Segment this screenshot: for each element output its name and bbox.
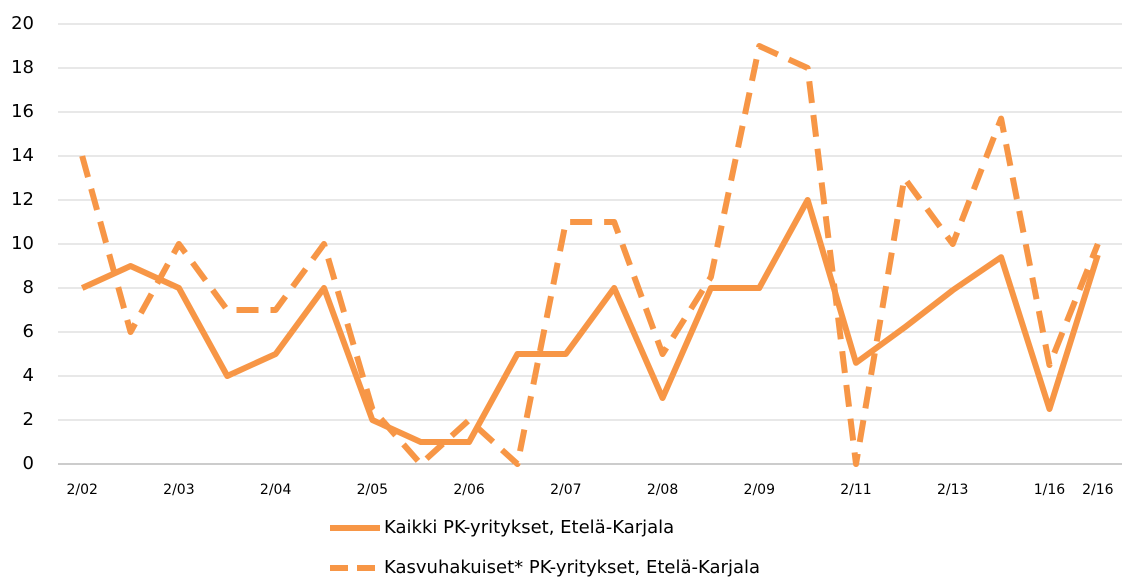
y-tick-label: 16 bbox=[11, 101, 34, 122]
y-tick-label: 4 bbox=[23, 365, 34, 386]
y-tick-label: 18 bbox=[11, 57, 34, 78]
y-tick-label: 0 bbox=[23, 453, 34, 474]
y-tick-label: 12 bbox=[11, 189, 34, 210]
x-tick-label: 2/02 bbox=[66, 482, 97, 498]
series-line bbox=[80, 197, 1101, 445]
x-tick-label: 1/16 bbox=[1034, 482, 1066, 498]
series-line bbox=[79, 43, 1101, 467]
y-tick-label: 20 bbox=[11, 13, 34, 34]
y-tick-label: 14 bbox=[11, 145, 34, 166]
y-tick-label: 6 bbox=[23, 321, 34, 342]
legend-label: Kasvuhakuiset* PK-yritykset, Etelä-Karja… bbox=[384, 557, 760, 578]
y-tick-label: 2 bbox=[23, 409, 34, 430]
x-tick-label: 2/03 bbox=[163, 482, 194, 498]
y-tick-label: 10 bbox=[11, 233, 34, 254]
y-tick-label: 8 bbox=[23, 277, 34, 298]
x-tick-label: 2/13 bbox=[937, 482, 968, 498]
x-tick-label: 2/06 bbox=[453, 482, 485, 498]
legend-label: Kaikki PK-yritykset, Etelä-Karjala bbox=[384, 517, 674, 538]
x-tick-label: 2/09 bbox=[744, 482, 775, 498]
x-tick-label: 2/08 bbox=[647, 482, 678, 498]
x-tick-label: 2/04 bbox=[260, 482, 292, 498]
x-tick-label: 2/07 bbox=[550, 482, 581, 498]
x-tick-label: 2/05 bbox=[357, 482, 388, 498]
x-tick-label: 2/11 bbox=[840, 482, 871, 498]
x-tick-label: 2/16 bbox=[1082, 482, 1114, 498]
